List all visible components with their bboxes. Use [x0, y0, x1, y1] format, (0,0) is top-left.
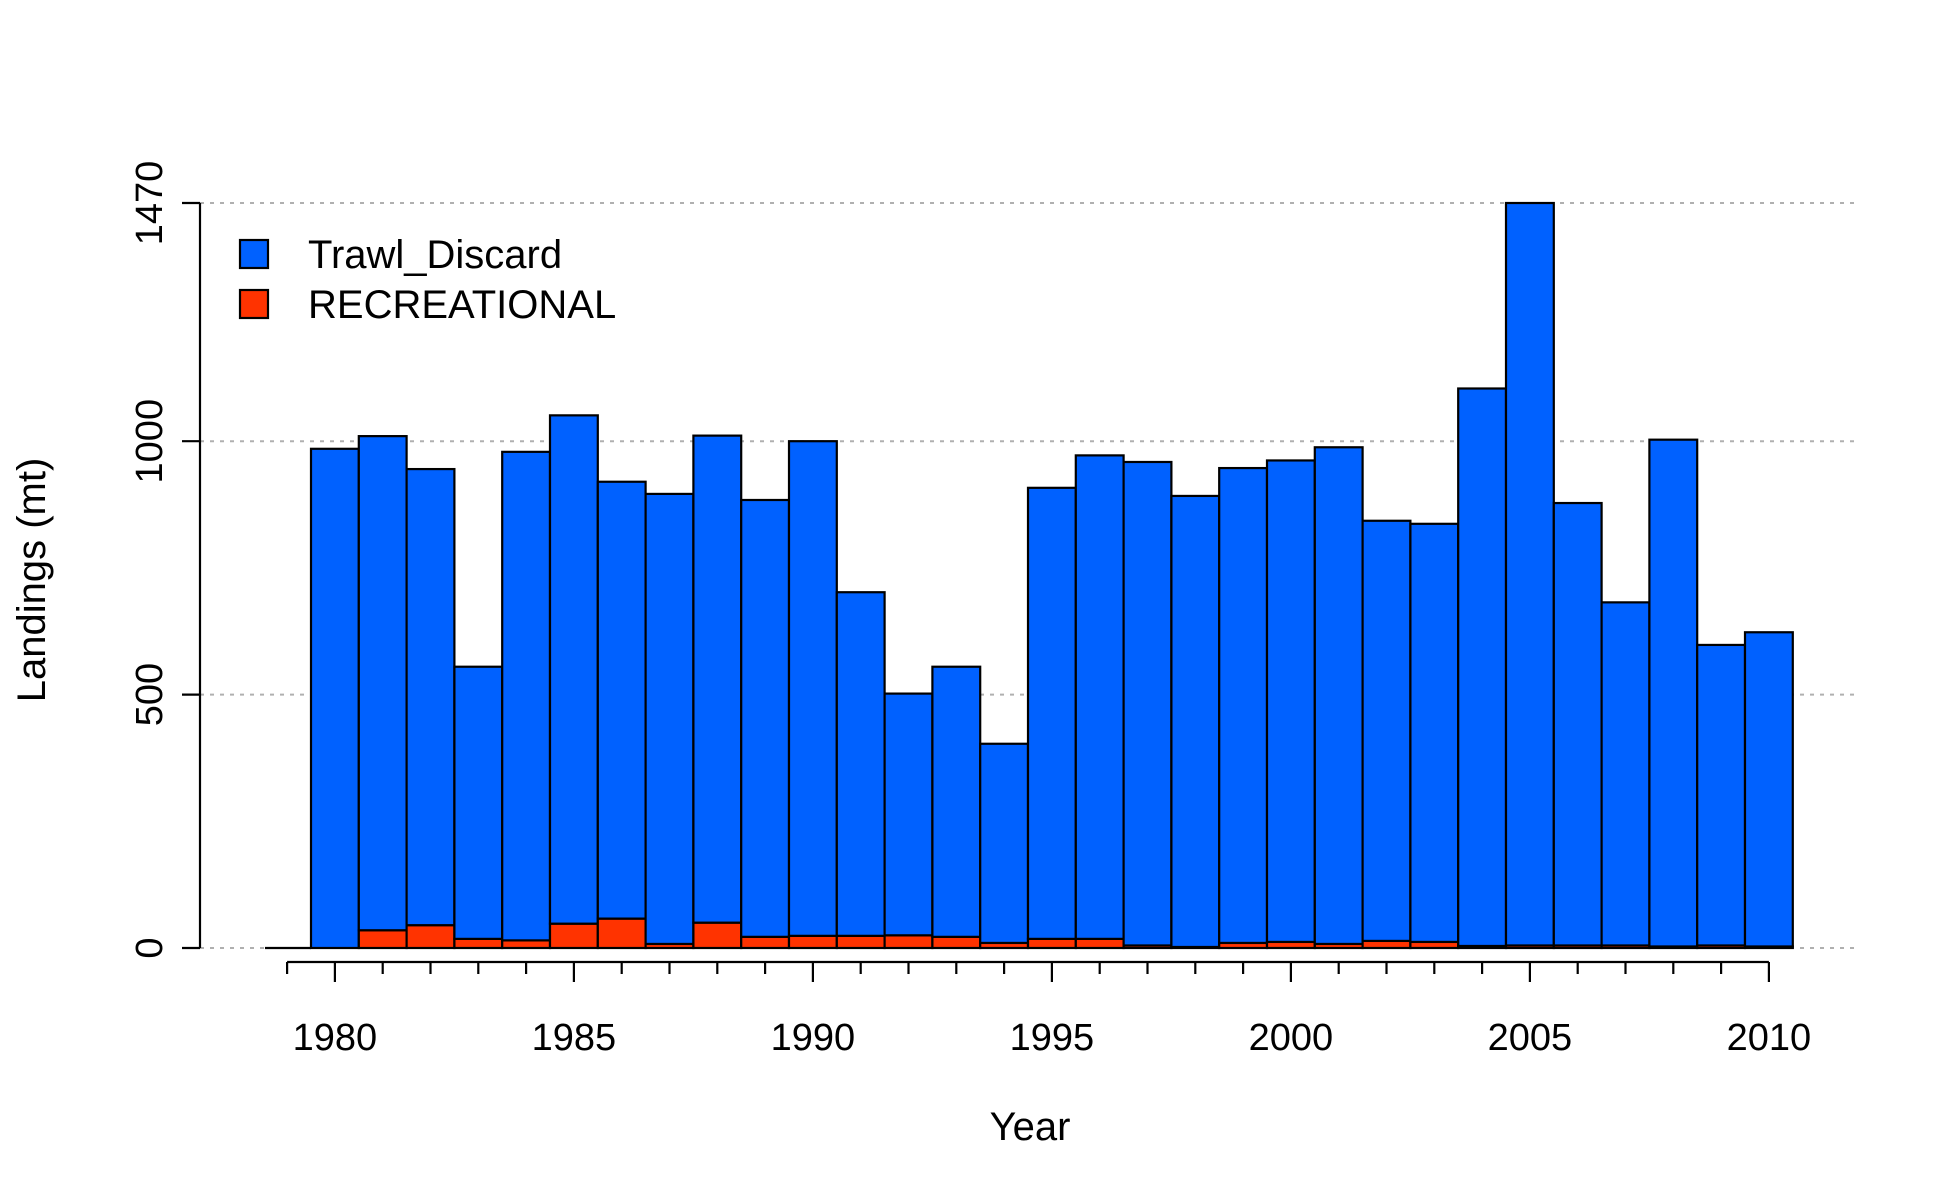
bars [309, 201, 1794, 950]
bar-trawl-discard-1996 [1074, 454, 1125, 940]
bar-recreational-1988 [692, 921, 743, 950]
bar-recreational-1989 [740, 935, 791, 950]
bar-recreational-1981 [357, 929, 408, 950]
x-axis-title: Year [990, 1105, 1071, 1149]
bar-trawl-discard-1997 [1122, 460, 1173, 947]
legend: Trawl_Discard RECREATIONAL [238, 233, 616, 327]
bar-trawl-discard-1993 [931, 665, 982, 938]
bar-trawl-discard-1989 [740, 498, 791, 938]
bar-recreational-1986 [596, 917, 647, 950]
bar-recreational-1982 [405, 924, 456, 950]
legend-label-trawl-discard: Trawl_Discard [308, 233, 562, 277]
bar-trawl-discard-2006 [1552, 501, 1603, 947]
bar-trawl-discard-2009 [1696, 643, 1747, 947]
bar-recreational-1992 [883, 934, 934, 950]
bar-trawl-discard-2007 [1600, 601, 1651, 947]
bar-trawl-discard-1984 [501, 450, 552, 942]
legend-swatch-trawl-discard [238, 238, 270, 270]
x-tick-label-1985: 1985 [532, 1017, 617, 1059]
y-tick-label-0: 0 [129, 937, 171, 958]
bar-trawl-discard-2003 [1409, 522, 1460, 944]
bar-recreational-1991 [835, 934, 886, 950]
y-axis-title: Landings (mt) [10, 458, 54, 703]
x-tick-label-1990: 1990 [771, 1017, 856, 1059]
bar-trawl-discard-1998 [1170, 494, 1221, 949]
axes: 0 500 1000 1470 1980 1985 1990 1995 2000 2005 2010 [129, 161, 1811, 1059]
bar-trawl-discard-1999 [1218, 466, 1269, 945]
legend-swatch-recreational [238, 288, 270, 320]
bar-trawl-discard-1987 [644, 492, 695, 946]
x-tick-label-2005: 2005 [1488, 1017, 1573, 1059]
bar-trawl-discard-1980 [309, 447, 360, 950]
bar-trawl-discard-1991 [835, 591, 886, 937]
bar-trawl-discard-1990 [787, 440, 838, 937]
legend-label-recreational: RECREATIONAL [308, 283, 616, 327]
bar-trawl-discard-1985 [548, 414, 599, 925]
bar-trawl-discard-1981 [357, 435, 408, 932]
y-tick-label-1470: 1470 [129, 161, 171, 246]
bar-recreational-1985 [548, 922, 599, 950]
bar-trawl-discard-2002 [1361, 519, 1412, 943]
bar-recreational-1993 [931, 935, 982, 950]
bar-trawl-discard-2010 [1743, 631, 1794, 948]
bar-trawl-discard-2004 [1457, 387, 1508, 948]
bar-recreational-1983 [453, 937, 504, 950]
y-tick-label-1000: 1000 [129, 399, 171, 484]
bar-trawl-discard-1982 [405, 467, 456, 927]
x-tick-label-2010: 2010 [1727, 1017, 1812, 1059]
bar-trawl-discard-1983 [453, 665, 504, 940]
bar-recreational-1995 [1026, 937, 1077, 950]
bar-recreational-1990 [787, 934, 838, 950]
bar-trawl-discard-1995 [1026, 486, 1077, 940]
bar-trawl-discard-1986 [596, 480, 647, 920]
bar-recreational-1984 [501, 939, 552, 950]
bar-trawl-discard-1992 [883, 692, 934, 937]
bar-trawl-discard-2005 [1504, 201, 1555, 947]
bar-trawl-discard-2001 [1313, 446, 1364, 946]
bar-trawl-discard-1988 [692, 434, 743, 924]
bar-trawl-discard-2008 [1648, 438, 1699, 948]
x-tick-label-1980: 1980 [293, 1017, 378, 1059]
x-tick-label-2000: 2000 [1249, 1017, 1334, 1059]
bar-recreational-1996 [1074, 937, 1125, 950]
y-tick-label-500: 500 [129, 663, 171, 726]
x-tick-label-1995: 1995 [1010, 1017, 1095, 1059]
bar-trawl-discard-1994 [979, 742, 1030, 945]
bar-trawl-discard-2000 [1265, 459, 1316, 944]
